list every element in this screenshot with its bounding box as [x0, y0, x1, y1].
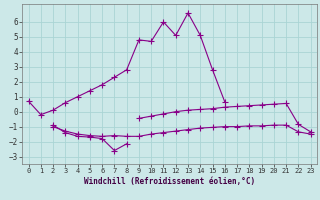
X-axis label: Windchill (Refroidissement éolien,°C): Windchill (Refroidissement éolien,°C)	[84, 177, 255, 186]
